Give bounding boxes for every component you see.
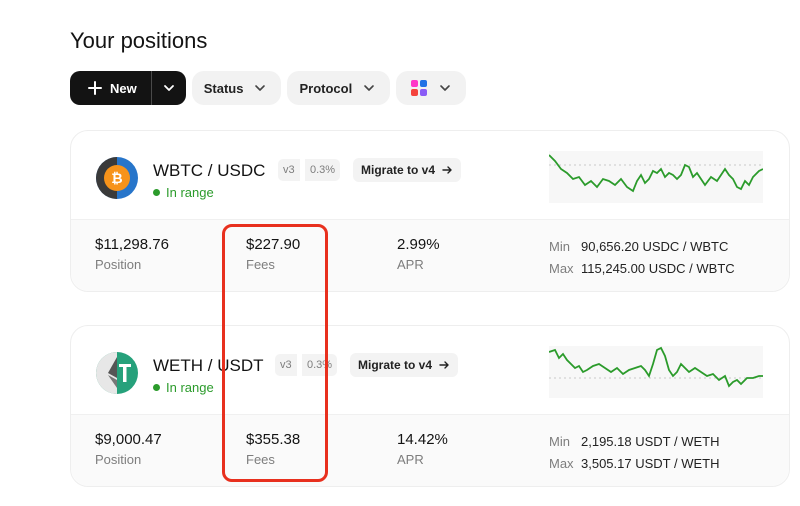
pair-name: WETH / USDT xyxy=(153,356,264,375)
max-label: Max xyxy=(549,456,574,471)
range-status-label: In range xyxy=(166,185,214,200)
position-label: Position xyxy=(95,257,142,272)
range-status-label: In range xyxy=(166,380,214,395)
min-price: 90,656.20 USDC / WBTC xyxy=(581,239,729,254)
fees-label: Fees xyxy=(246,452,275,467)
max-price-row: Max 115,245.00 USDC / WBTC xyxy=(549,258,735,280)
position-value: $11,298.76 xyxy=(95,236,169,253)
position-card-header: ₿ WBTC / USDC v3 0.3% Migrate to v4 In r… xyxy=(71,131,789,219)
max-price-row: Max 3,505.17 USDT / WETH xyxy=(549,453,719,475)
protocol-filter-button[interactable]: Protocol xyxy=(287,71,391,105)
fee-tier-tag: 0.3% xyxy=(305,159,341,181)
weth-usdt-pair-icon xyxy=(96,352,138,394)
new-position-group: New xyxy=(70,71,186,105)
status-dot xyxy=(153,189,160,196)
chevron-down-icon xyxy=(255,85,266,91)
sparkline-line xyxy=(549,346,763,388)
max-price: 3,505.17 USDT / WETH xyxy=(581,456,720,471)
apr-stat: 14.42% APR xyxy=(397,431,448,467)
apr-value: 14.42% xyxy=(397,431,448,448)
page-title: Your positions xyxy=(70,28,208,53)
divider xyxy=(150,71,152,105)
fees-label: Fees xyxy=(246,257,275,272)
fees-value: $355.38 xyxy=(246,431,301,448)
min-price: 2,195.18 USDT / WETH xyxy=(581,434,720,449)
apr-stat: 2.99% APR xyxy=(397,236,440,272)
migrate-label: Migrate to v4 xyxy=(361,163,436,177)
arrow-right-icon xyxy=(442,166,452,174)
arrow-right-icon xyxy=(439,361,449,369)
status-dot xyxy=(153,384,160,391)
price-sparkline xyxy=(549,151,763,203)
min-label: Min xyxy=(549,434,570,449)
protocol-filter-label: Protocol xyxy=(299,80,353,96)
fees-stat: $227.90 Fees xyxy=(246,236,300,272)
position-label: Position xyxy=(95,452,142,467)
status-filter-label: Status xyxy=(203,80,244,96)
apr-label: APR xyxy=(397,452,424,467)
fees-highlight-annotation xyxy=(222,224,328,482)
min-label: Min xyxy=(549,239,570,254)
min-price-row: Min 2,195.18 USDT / WETH xyxy=(549,431,719,453)
fees-value: $227.90 xyxy=(246,236,301,253)
status-filter-button[interactable]: Status xyxy=(191,71,282,105)
position-card-stats: $9,000.47 Position $355.38 Fees 14.42% A… xyxy=(71,414,789,486)
price-range: Min 90,656.20 USDC / WBTC Max 115,245.00 U… xyxy=(549,236,735,280)
network-filter-button[interactable] xyxy=(396,71,467,105)
range-status: In range xyxy=(153,185,214,200)
chevron-down-icon xyxy=(440,85,451,91)
apr-label: APR xyxy=(397,257,424,272)
version-tag: v3 xyxy=(278,159,300,181)
position-value-stat: $11,298.76 Position xyxy=(95,236,169,272)
sparkline-line xyxy=(549,154,763,193)
position-value: $9,000.47 xyxy=(95,431,162,448)
apr-value: 2.99% xyxy=(397,236,440,253)
price-sparkline xyxy=(549,346,763,398)
plus-icon xyxy=(88,81,102,95)
price-range: Min 2,195.18 USDT / WETH Max 3,505.17 USDT… xyxy=(549,431,719,475)
toolbar: New Status Protocol xyxy=(70,71,467,105)
new-position-button[interactable]: New xyxy=(70,71,151,105)
wbtc-usdc-pair-icon: ₿ xyxy=(96,157,138,199)
min-price-row: Min 90,656.20 USDC / WBTC xyxy=(549,236,735,258)
fees-stat: $355.38 Fees xyxy=(246,431,300,467)
max-price: 115,245.00 USDC / WBTC xyxy=(581,261,735,276)
chevron-down-icon xyxy=(364,85,375,91)
pair-name: WBTC / USDC xyxy=(153,161,266,180)
networks-grid-icon xyxy=(411,80,428,96)
position-card-weth-usdt[interactable]: WETH / USDT v3 0.3% Migrate to v4 In ran… xyxy=(70,325,790,487)
chevron-down-icon xyxy=(163,85,174,91)
position-value-stat: $9,000.47 Position xyxy=(95,431,162,467)
migrate-button[interactable]: Migrate to v4 xyxy=(350,353,459,377)
version-tag: v3 xyxy=(275,354,297,376)
max-label: Max xyxy=(549,261,574,276)
position-card-wbtc-usdc[interactable]: ₿ WBTC / USDC v3 0.3% Migrate to v4 In r… xyxy=(70,130,790,292)
migrate-button[interactable]: Migrate to v4 xyxy=(353,158,462,182)
new-options-dropdown[interactable] xyxy=(152,71,186,105)
position-card-header: WETH / USDT v3 0.3% Migrate to v4 In ran… xyxy=(71,326,789,414)
migrate-label: Migrate to v4 xyxy=(358,358,433,372)
new-position-label: New xyxy=(110,80,137,96)
range-status: In range xyxy=(153,380,214,395)
svg-text:₿: ₿ xyxy=(111,171,122,187)
position-card-stats: $11,298.76 Position $227.90 Fees 2.99% A… xyxy=(71,219,789,291)
